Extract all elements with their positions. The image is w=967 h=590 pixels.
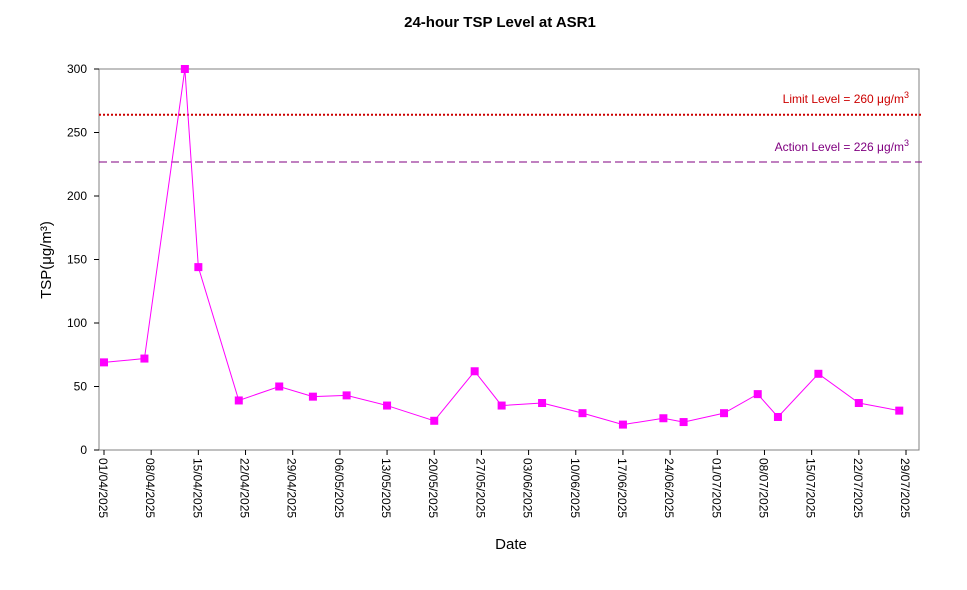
data-point [430,416,439,425]
y-tick-label: 150 [67,253,87,267]
x-tick-label: 08/04/2025 [143,458,157,518]
action-level-label: Action Level = 226 μg/m3 [775,138,909,154]
data-point [180,65,189,73]
x-tick-label: 08/07/2025 [756,458,770,518]
x-axis: 01/04/2025 08/04/2025 15/04/2025 22/04/2025… [96,450,912,518]
plot-area [98,68,920,451]
action-level-sup: 3 [904,138,909,148]
x-tick-label: 15/07/2025 [804,458,818,518]
x-axis-label: Date [495,536,527,553]
x-tick-label: 22/07/2025 [851,458,865,518]
y-tick-label: 0 [80,443,87,457]
data-point [383,401,392,410]
data-point [814,369,823,378]
x-tick-label: 29/07/2025 [898,458,912,518]
data-point [538,399,547,408]
x-tick-label: 29/04/2025 [285,458,299,518]
plot-frame [98,68,920,451]
data-point [470,367,479,376]
reference-lines: Limit Level = 260 μg/m3 Action Level = 2… [99,90,922,163]
data-point [578,409,587,418]
y-axis-label: TSP(μg/m³) [38,221,55,299]
limit-level-label: Limit Level = 260 μg/m3 [783,90,909,106]
y-tick-label: 300 [67,62,87,76]
data-point [773,412,782,421]
x-tick-label: 10/06/2025 [568,458,582,518]
x-tick-label: 01/04/2025 [96,458,110,518]
data-point [234,396,243,405]
data-point [618,420,627,429]
data-point [140,354,149,363]
data-point [854,399,863,408]
series-tsp [100,65,904,429]
y-tick-label: 50 [74,380,88,394]
x-tick-label: 13/05/2025 [379,458,393,518]
x-tick-label: 01/07/2025 [709,458,723,518]
y-tick-label: 100 [67,316,87,330]
action-level-text: Action Level = 226 μg/m [775,140,904,154]
y-tick-label: 200 [67,189,87,203]
x-tick-label: 24/06/2025 [662,458,676,518]
limit-level-text: Limit Level = 260 μg/m [783,92,904,106]
data-point [659,414,668,423]
data-point [895,406,904,415]
data-point [275,382,284,391]
data-point [753,390,762,399]
data-point [720,409,729,418]
x-tick-label: 27/05/2025 [473,458,487,518]
data-point [497,401,506,410]
data-point [194,263,203,272]
data-point [100,358,108,367]
x-tick-label: 20/05/2025 [426,458,440,518]
data-point [342,391,351,400]
x-tick-label: 22/04/2025 [238,458,252,518]
chart-title: 24-hour TSP Level at ASR1 [404,14,596,31]
y-axis: 0 50 100 150 200 250 300 [67,62,99,457]
y-tick-label: 250 [67,126,87,140]
x-tick-label: 06/05/2025 [332,458,346,518]
limit-level-sup: 3 [904,90,909,100]
data-point [679,418,688,427]
x-tick-label: 03/06/2025 [521,458,535,518]
x-tick-label: 15/04/2025 [190,458,204,518]
data-point [308,392,317,401]
x-tick-label: 17/06/2025 [615,458,629,518]
